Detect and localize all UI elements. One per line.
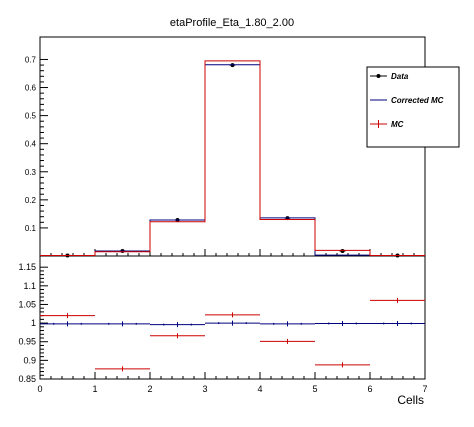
- legend-entry-data: Data: [370, 72, 409, 81]
- chart-title: etaProfile_Eta_1.80_2.00: [170, 17, 294, 29]
- ratio-panel-frame: [39, 255, 426, 380]
- top-y-tick-label: 0.6: [25, 84, 37, 93]
- hist-mc: [40, 60, 425, 256]
- ratio-y-tick-label: 1.1: [23, 281, 36, 291]
- top-y-tick-label: 0.2: [25, 196, 37, 205]
- top-y-tick-label: 0.1: [25, 224, 37, 233]
- ratio-y-tick-label: 0.85: [18, 374, 36, 384]
- top-y-tick-label: 0.4: [25, 140, 37, 149]
- legend-mc-label: MC: [391, 120, 404, 129]
- legend-entry-mc: MC: [370, 120, 404, 129]
- ratio-y-tick-label: 1.15: [18, 262, 36, 272]
- x-tick-label: 4: [257, 384, 262, 394]
- x-tick-label: 2: [147, 384, 152, 394]
- top-y-tick-label: 0.5: [25, 112, 37, 121]
- top-axis-ticks: 0.1 0.2 0.3 0.4 0.5 0.6 0.7: [25, 55, 48, 233]
- ratio-y-tick-label: 1.05: [18, 299, 36, 309]
- x-tick-label: 5: [312, 384, 317, 394]
- ratio-series: [40, 297, 425, 372]
- ratio-y-tick-label: 1: [31, 318, 36, 328]
- ratio-axis-ticks: 0.85 0.9 0.95 1 1.05 1.1 1.15: [18, 262, 48, 384]
- legend-box: [366, 66, 460, 148]
- legend-entry-corrected-mc: Corrected MC: [370, 96, 444, 105]
- x-tick-label: 6: [367, 384, 372, 394]
- hist-corrected-mc: [40, 64, 425, 256]
- x-axis-label: Cells: [397, 393, 424, 407]
- legend-data-label: Data: [391, 72, 409, 81]
- top-y-tick-label: 0.7: [25, 55, 37, 64]
- legend: Data Corrected MC MC: [366, 66, 460, 148]
- x-tick-label: 3: [202, 384, 207, 394]
- x-tick-label: 0: [37, 384, 42, 394]
- data-point: [340, 248, 345, 253]
- x-tick-label: 7: [422, 384, 427, 394]
- top-y-tick-label: 0.3: [25, 168, 37, 177]
- legend-corrected-mc-label: Corrected MC: [391, 96, 444, 105]
- ratio-y-tick-label: 0.9: [23, 355, 36, 365]
- legend-data-marker: [376, 74, 381, 78]
- ratio-y-tick-label: 0.95: [18, 337, 36, 347]
- top-series: [40, 60, 425, 258]
- x-tick-label: 1: [92, 384, 97, 394]
